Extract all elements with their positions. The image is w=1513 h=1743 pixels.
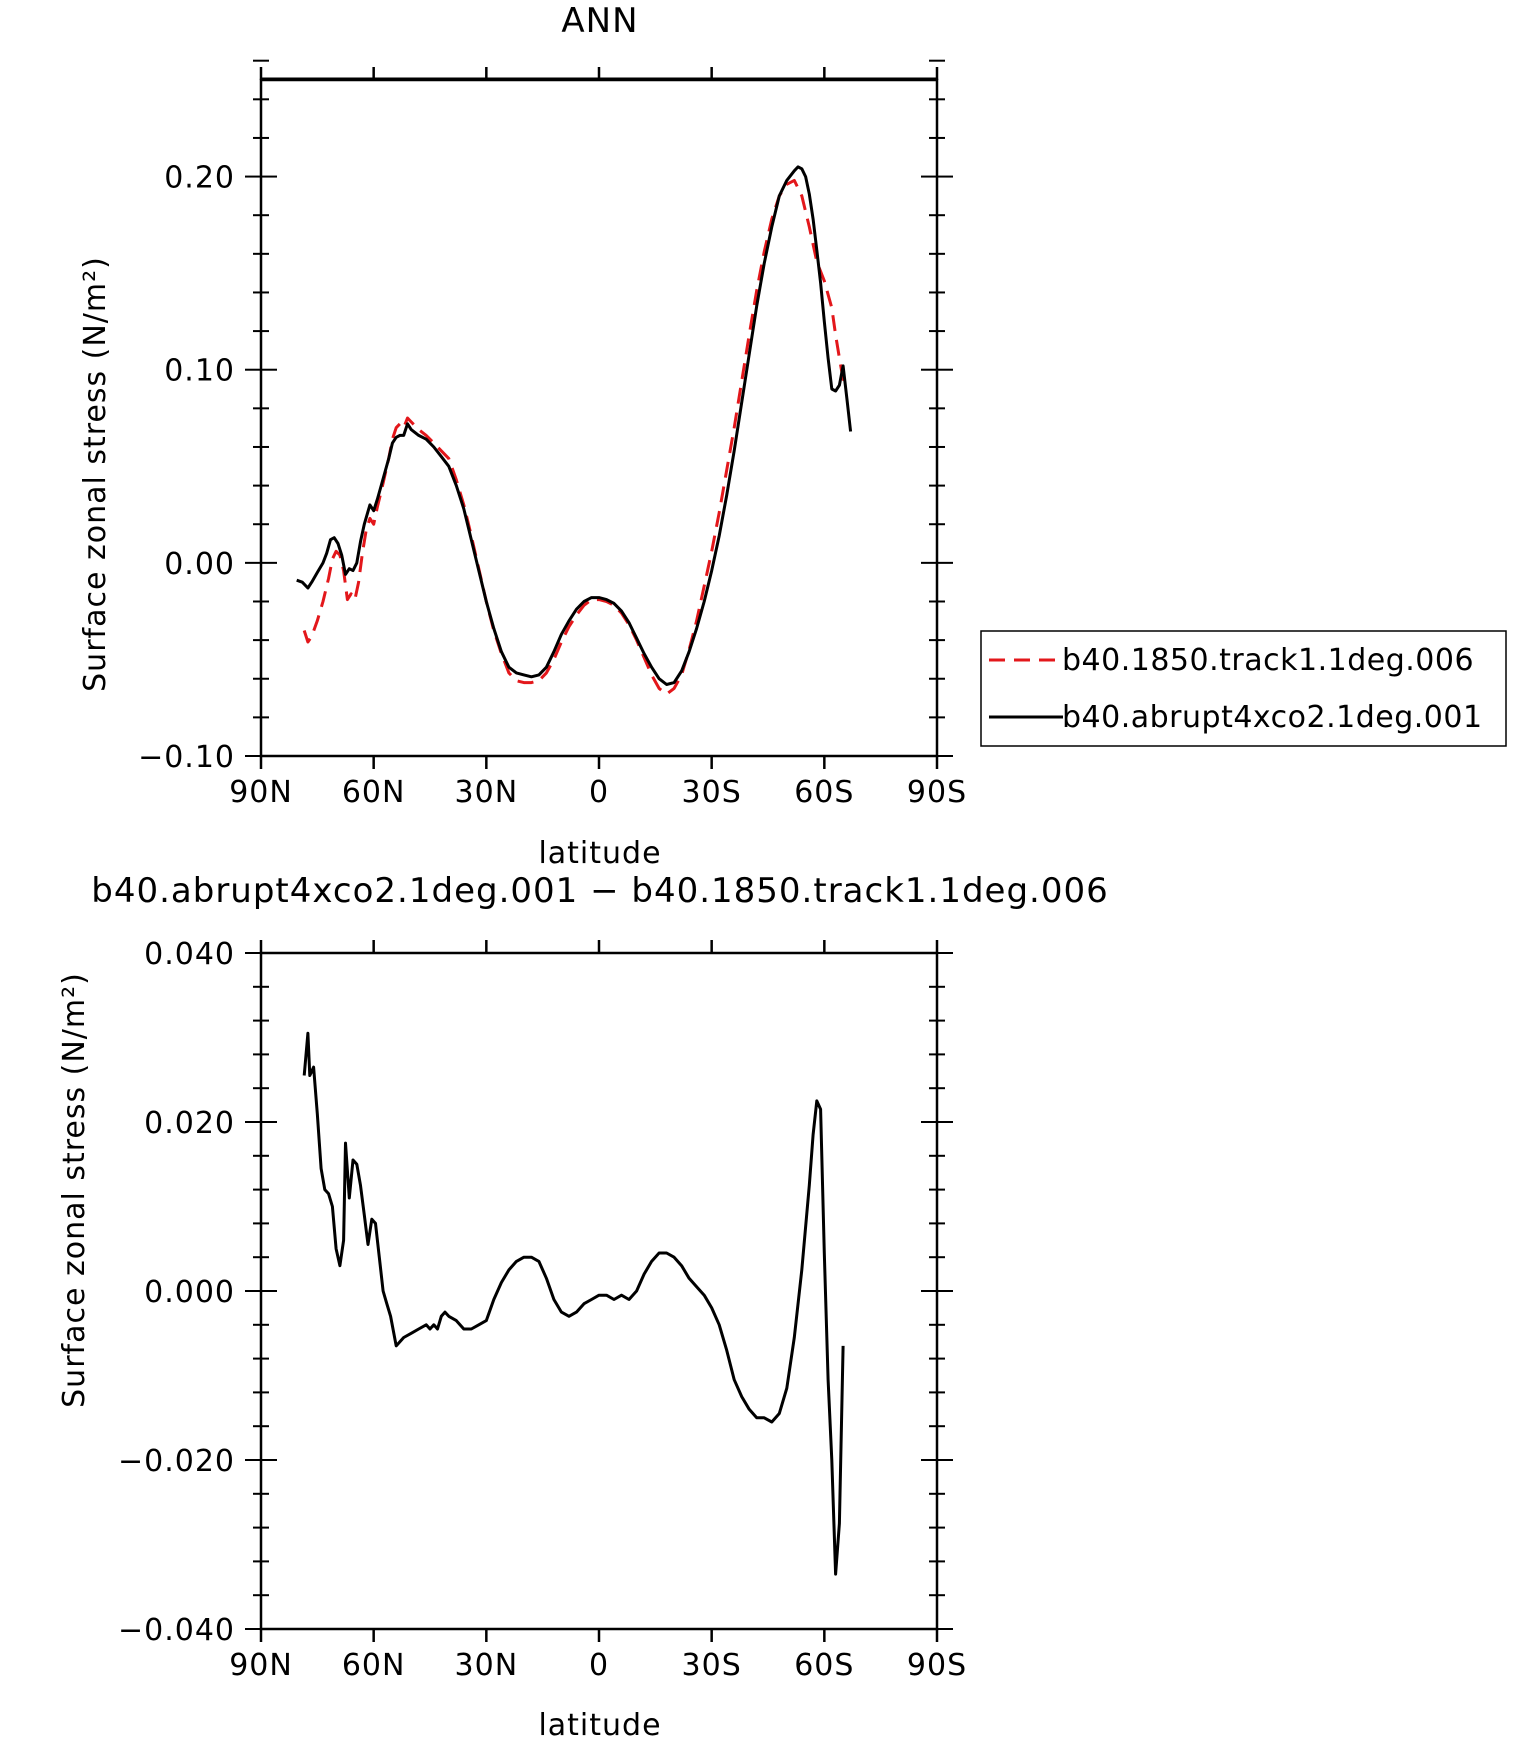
y-tick-label: −0.10 — [138, 740, 235, 775]
top-plot-frame — [259, 78, 939, 758]
legend-box — [980, 630, 1507, 747]
x-tick-label: 0 — [589, 1648, 609, 1683]
bottom-series-layer — [302, 1031, 845, 1576]
x-tick-label: 60S — [794, 1648, 854, 1683]
legend: b40.1850.track1.1deg.006 b40.abrupt4xco2… — [980, 630, 1507, 747]
x-tick-label: 90S — [907, 1648, 967, 1683]
x-tick-label: 90N — [229, 775, 293, 810]
y-tick-label: 0.10 — [164, 354, 235, 389]
x-tick-label: 0 — [589, 775, 609, 810]
top-ticks — [245, 59, 953, 769]
top-chart-title: ANN — [561, 1, 638, 41]
top-x-axis-label: latitude — [538, 836, 661, 871]
x-tick-label: 30N — [455, 775, 519, 810]
x-tick-label: 60N — [342, 775, 406, 810]
top-tick-labels: 90N 60N 30N 0 30S 60S 90S 0.20 0.10 0.00 −0.10 — [138, 161, 967, 810]
legend-label-1: b40.abrupt4xco2.1deg.001 — [1062, 700, 1483, 735]
legend-label-0: b40.1850.track1.1deg.006 — [1062, 643, 1474, 678]
x-tick-label: 90S — [907, 775, 967, 810]
bottom-y-axis-label: Surface zonal stress (N/m²) — [57, 972, 92, 1408]
x-tick-label: 60N — [342, 1648, 406, 1683]
bottom-tick-labels: 90N 60N 30N 0 30S 60S 90S 0.040 0.020 0.000 −0.020… — [118, 937, 967, 1683]
bottom-chart-title: b40.abrupt4xco2.1deg.001 − b40.1850.trac… — [91, 871, 1109, 911]
top-panel: ANN 90N 60N 30N 0 30S 60S 90S 0.20 0.10 0.00 −0.10… — [78, 1, 1507, 871]
x-tick-label: 90N — [229, 1648, 293, 1683]
y-tick-label: −0.040 — [118, 1613, 235, 1648]
series-line-1 — [296, 165, 853, 686]
x-tick-label: 30N — [455, 1648, 519, 1683]
y-tick-label: 0.000 — [144, 1275, 235, 1310]
y-tick-label: 0.00 — [164, 547, 235, 582]
y-tick-label: −0.020 — [118, 1444, 235, 1479]
y-tick-label: 0.20 — [164, 161, 235, 196]
top-y-axis-label: Surface zonal stress (N/m²) — [78, 256, 113, 692]
y-tick-label: 0.040 — [144, 937, 235, 972]
bottom-panel: b40.abrupt4xco2.1deg.001 − b40.1850.trac… — [57, 871, 1109, 1743]
x-tick-label: 30S — [682, 775, 742, 810]
bottom-x-axis-label: latitude — [538, 1708, 661, 1743]
series-line-0 — [302, 1031, 845, 1576]
top-series-layer — [296, 165, 853, 696]
bottom-ticks — [245, 940, 953, 1642]
series-line-0 — [302, 178, 848, 696]
y-tick-label: 0.020 — [144, 1106, 235, 1141]
x-tick-label: 60S — [794, 775, 854, 810]
x-tick-label: 30S — [682, 1648, 742, 1683]
bottom-plot-frame — [259, 951, 939, 1631]
